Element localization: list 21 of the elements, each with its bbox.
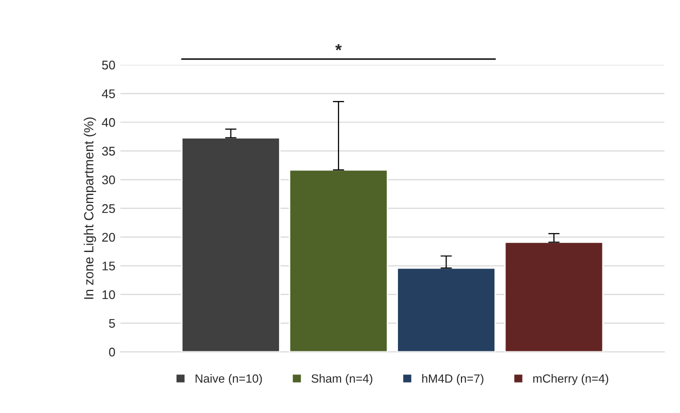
bar	[396, 267, 496, 352]
y-tick-label: 45	[102, 89, 115, 98]
bar	[181, 137, 280, 352]
legend-label: hM4D (n=7)	[422, 374, 484, 386]
y-tick-label: 40	[102, 118, 116, 127]
y-tick-label: 20	[102, 232, 116, 242]
legend-label: Sham (n=4)	[312, 374, 372, 386]
y-tick-label: 0	[109, 348, 116, 357]
y-axis-title: In zone Light Compartment (%)	[84, 118, 96, 299]
y-tick-label: 10	[102, 290, 116, 300]
y-tick-label: 25	[102, 204, 115, 214]
legend-label: mCherry (n=4)	[533, 374, 608, 386]
y-tick-label: 35	[102, 146, 115, 156]
y-tick-label: 15	[102, 262, 115, 270]
legend-label: Naive (n=10)	[196, 374, 262, 386]
text: *	[335, 44, 342, 50]
y-tick-label: 50	[102, 60, 116, 70]
y-tick-label: 5	[109, 319, 115, 328]
bar	[288, 169, 388, 352]
y-tick-label: 30	[102, 175, 116, 184]
bar	[504, 242, 604, 352]
